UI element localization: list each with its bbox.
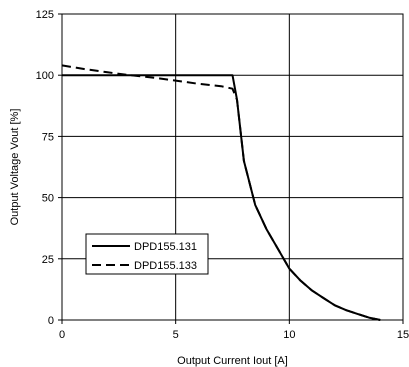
legend-box: [85, 233, 209, 275]
legend-label-dpd155-133: DPD155.133: [134, 260, 197, 272]
x-tick-label: 10: [283, 329, 295, 341]
y-tick-label: 125: [36, 9, 54, 21]
x-axis-title: Output Current Iout [A]: [177, 355, 288, 367]
x-tick-label: 0: [59, 329, 65, 341]
plot-area-frame: [61, 13, 404, 321]
y-tick-label: 50: [42, 193, 54, 205]
x-tick-label: 15: [397, 329, 409, 341]
x-tick-label: 5: [173, 329, 179, 341]
series-layer: [61, 64, 381, 321]
series-line-dpd155-133: [61, 64, 381, 321]
y-tick-label: 0: [48, 315, 54, 327]
axis-ticks: 0 5 10 15 0 25 50 75 100 125: [36, 9, 409, 341]
y-axis-title: Output Voltage Vout [%]: [9, 109, 21, 226]
y-tick-label: 75: [42, 131, 54, 143]
legend-label-dpd155-131: DPD155.131: [134, 241, 197, 253]
y-tick-label: 25: [42, 254, 54, 266]
y-tick-label: 100: [36, 70, 54, 82]
legend: DPD155.131 DPD155.133: [85, 233, 209, 275]
